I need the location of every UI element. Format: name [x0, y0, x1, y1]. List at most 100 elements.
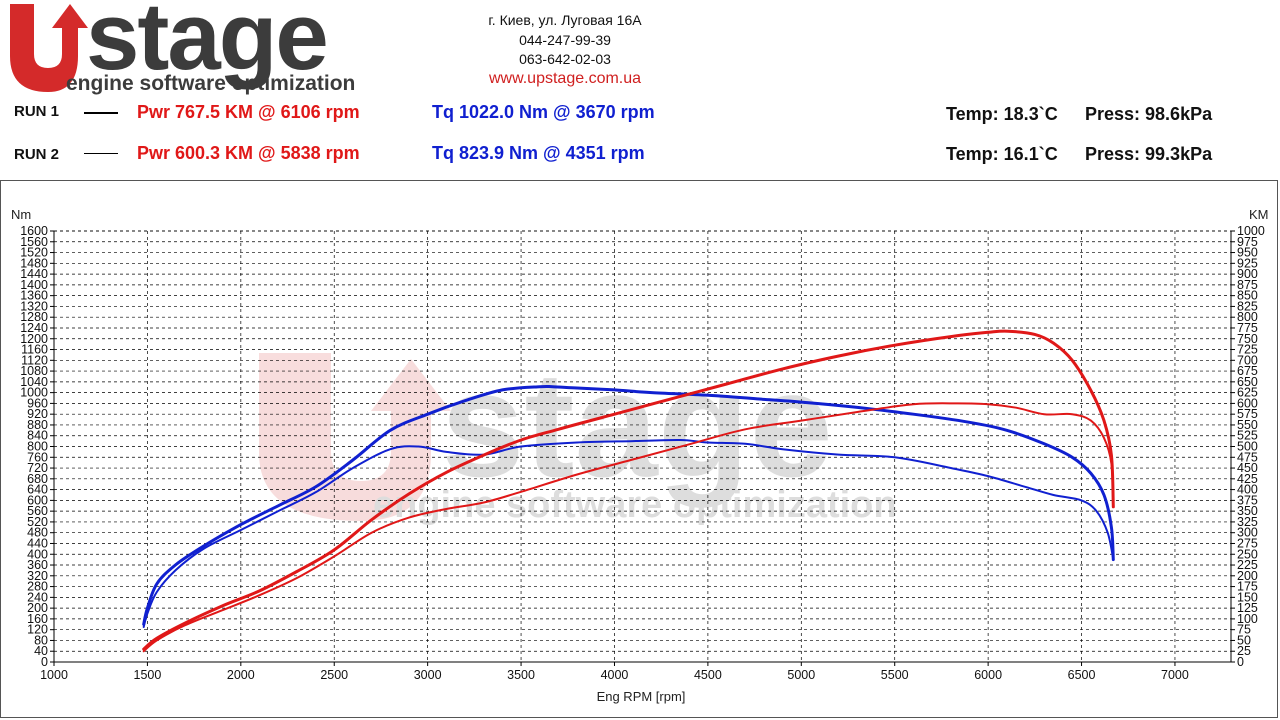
tick-label-right: 625 — [1237, 386, 1258, 400]
tick-label-right: 500 — [1237, 440, 1258, 454]
run1-line-swatch — [84, 112, 118, 114]
tick-label-x: 2500 — [320, 668, 348, 682]
tick-label-left: 760 — [27, 450, 48, 464]
tick-label-x: 5500 — [881, 668, 909, 682]
tick-label-left: 880 — [27, 418, 48, 432]
tick-label-left: 1520 — [20, 246, 48, 260]
phone-2: 063-642-02-03 — [519, 51, 611, 67]
run1-label: RUN 1 — [14, 103, 60, 120]
tick-label-right: 425 — [1237, 472, 1258, 486]
tick-label-left: 1120 — [21, 353, 48, 367]
tick-label-right: 250 — [1237, 547, 1258, 561]
run2-line-swatch — [84, 153, 118, 154]
tick-label-right: 350 — [1237, 504, 1258, 518]
tick-label-right: 975 — [1237, 235, 1258, 249]
tick-label-left: 960 — [27, 396, 48, 410]
tick-label-x: 1000 — [40, 668, 68, 682]
tick-label-left: 1040 — [20, 375, 48, 389]
tick-label-left: 720 — [27, 461, 48, 475]
address-text: г. Киев, ул. Луговая 16А — [488, 12, 642, 28]
tick-label-left: 640 — [27, 483, 48, 497]
series-line-4 — [142, 402, 1115, 653]
tick-label-right: 125 — [1237, 601, 1258, 615]
tick-label-left: 1600 — [20, 224, 48, 238]
tick-label-left: 1240 — [20, 321, 48, 335]
tick-label-right: 1000 — [1237, 224, 1265, 238]
tick-label-right: 400 — [1237, 483, 1258, 497]
tick-label-left: 840 — [27, 429, 48, 443]
tick-label-left: 520 — [27, 515, 48, 529]
tick-label-x: 7000 — [1161, 668, 1189, 682]
y-axis-left-label: Nm — [11, 207, 31, 222]
tick-label-x: 3000 — [414, 668, 442, 682]
series-line-2 — [142, 438, 1115, 628]
run2-label: RUN 2 — [14, 146, 60, 163]
x-axis-label: Eng RPM [rpm] — [597, 689, 686, 704]
tick-label-right: 150 — [1237, 590, 1258, 604]
run1-temp: Temp: 18.3`C — [946, 104, 1058, 124]
run2-press: Press: 99.3kPa — [1085, 144, 1213, 164]
tick-label-x: 3500 — [507, 668, 535, 682]
tick-label-left: 1280 — [20, 310, 48, 324]
tick-label-left: 280 — [27, 580, 48, 594]
tick-label-left: 1440 — [20, 267, 48, 281]
tick-label-x: 1500 — [134, 668, 162, 682]
tick-label-left: 1400 — [20, 278, 48, 292]
tick-label-right: 850 — [1237, 289, 1258, 303]
tick-label-left: 1480 — [20, 256, 48, 270]
tick-label-left: 160 — [27, 612, 48, 626]
tick-label-left: 360 — [27, 558, 48, 572]
tick-label-x: 4500 — [694, 668, 722, 682]
tick-label-right: 25 — [1237, 644, 1251, 658]
tick-label-left: 320 — [27, 569, 48, 583]
tick-label-left: 440 — [27, 536, 48, 550]
tick-label-left: 80 — [34, 633, 48, 647]
tick-label-right: 225 — [1237, 558, 1258, 572]
logo-u-mark — [10, 4, 88, 92]
dyno-chart: stage engine software optimization 0 40 80… — [0, 180, 1278, 718]
tick-label-left: 1080 — [20, 364, 48, 378]
tick-label-right: 875 — [1237, 278, 1258, 292]
tick-label-right: 375 — [1237, 493, 1258, 507]
tick-label-left: 1000 — [20, 386, 48, 400]
tick-label-right: 300 — [1237, 526, 1258, 540]
run1-press: Press: 98.6kPa — [1085, 104, 1213, 124]
tick-label-x: 6500 — [1068, 668, 1096, 682]
run2-torque: Tq 823.9 Nm @ 4351 rpm — [432, 143, 645, 163]
phone-1: 044-247-99-39 — [519, 32, 611, 48]
series-line-1 — [142, 384, 1115, 626]
tick-label-right: 800 — [1237, 310, 1258, 324]
tick-label-x: 5000 — [787, 668, 815, 682]
tick-label-right: 725 — [1237, 343, 1258, 357]
tick-label-right: 650 — [1237, 375, 1258, 389]
tick-label-x: 4000 — [601, 668, 629, 682]
tick-label-x: 2000 — [227, 668, 255, 682]
tick-label-right: 775 — [1237, 321, 1258, 335]
tick-label-right: 525 — [1237, 429, 1258, 443]
dyno-chart-svg: stage engine software optimization 04080… — [11, 207, 1269, 704]
watermark-tagline: engine software optimization — [373, 484, 897, 526]
run1-power: Pwr 767.5 KM @ 6106 rpm — [137, 102, 360, 122]
tick-label-right: 675 — [1237, 364, 1258, 378]
tick-label-right: 700 — [1237, 353, 1258, 367]
tick-label-left: 680 — [27, 472, 48, 486]
tick-label-left: 240 — [27, 590, 48, 604]
chart-watermark: stage engine software optimization — [259, 340, 897, 526]
tick-label-left: 920 — [27, 407, 48, 421]
tick-label-left: 1360 — [20, 289, 48, 303]
website-link[interactable]: www.upstage.com.ua — [488, 70, 642, 87]
tick-label-right: 175 — [1237, 580, 1258, 594]
tick-label-right: 100 — [1237, 612, 1258, 626]
tick-label-left: 800 — [27, 440, 48, 454]
tick-label-right: 325 — [1237, 515, 1258, 529]
tick-label-left: 200 — [27, 601, 48, 615]
tick-label-left: 480 — [27, 526, 48, 540]
tick-label-left: 120 — [27, 623, 48, 637]
tick-label-right: 950 — [1237, 246, 1258, 260]
tick-label-left: 0 — [41, 655, 48, 669]
watermark-wordmark: stage — [441, 340, 833, 508]
tick-label-left: 40 — [34, 644, 48, 658]
y-axis-right-label: KM — [1249, 207, 1269, 222]
run2-power: Pwr 600.3 KM @ 5838 rpm — [137, 143, 360, 163]
tick-label-right: 575 — [1237, 407, 1258, 421]
